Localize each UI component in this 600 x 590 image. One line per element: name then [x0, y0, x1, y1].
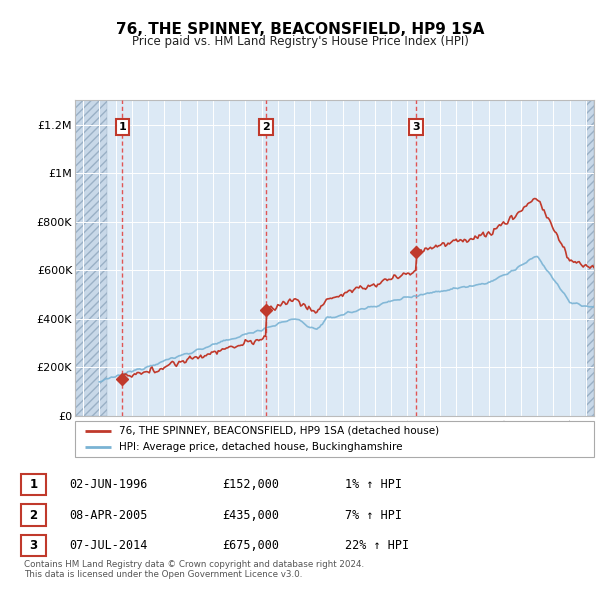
- Text: 1% ↑ HPI: 1% ↑ HPI: [345, 478, 402, 491]
- Text: 08-APR-2005: 08-APR-2005: [69, 509, 148, 522]
- Text: 3: 3: [412, 122, 420, 132]
- Text: 02-JUN-1996: 02-JUN-1996: [69, 478, 148, 491]
- Text: 76, THE SPINNEY, BEACONSFIELD, HP9 1SA (detached house): 76, THE SPINNEY, BEACONSFIELD, HP9 1SA (…: [119, 425, 439, 435]
- Text: 2: 2: [262, 122, 270, 132]
- Text: 2: 2: [29, 509, 38, 522]
- Text: £152,000: £152,000: [222, 478, 279, 491]
- Text: 1: 1: [29, 478, 38, 491]
- Text: 22% ↑ HPI: 22% ↑ HPI: [345, 539, 409, 552]
- Text: 7% ↑ HPI: 7% ↑ HPI: [345, 509, 402, 522]
- Text: 3: 3: [29, 539, 38, 552]
- Text: HPI: Average price, detached house, Buckinghamshire: HPI: Average price, detached house, Buck…: [119, 442, 403, 453]
- Text: 76, THE SPINNEY, BEACONSFIELD, HP9 1SA: 76, THE SPINNEY, BEACONSFIELD, HP9 1SA: [116, 22, 484, 37]
- Text: Price paid vs. HM Land Registry's House Price Index (HPI): Price paid vs. HM Land Registry's House …: [131, 35, 469, 48]
- Text: 1: 1: [118, 122, 126, 132]
- Text: Contains HM Land Registry data © Crown copyright and database right 2024.
This d: Contains HM Land Registry data © Crown c…: [24, 560, 364, 579]
- Text: £435,000: £435,000: [222, 509, 279, 522]
- Text: £675,000: £675,000: [222, 539, 279, 552]
- Text: 07-JUL-2014: 07-JUL-2014: [69, 539, 148, 552]
